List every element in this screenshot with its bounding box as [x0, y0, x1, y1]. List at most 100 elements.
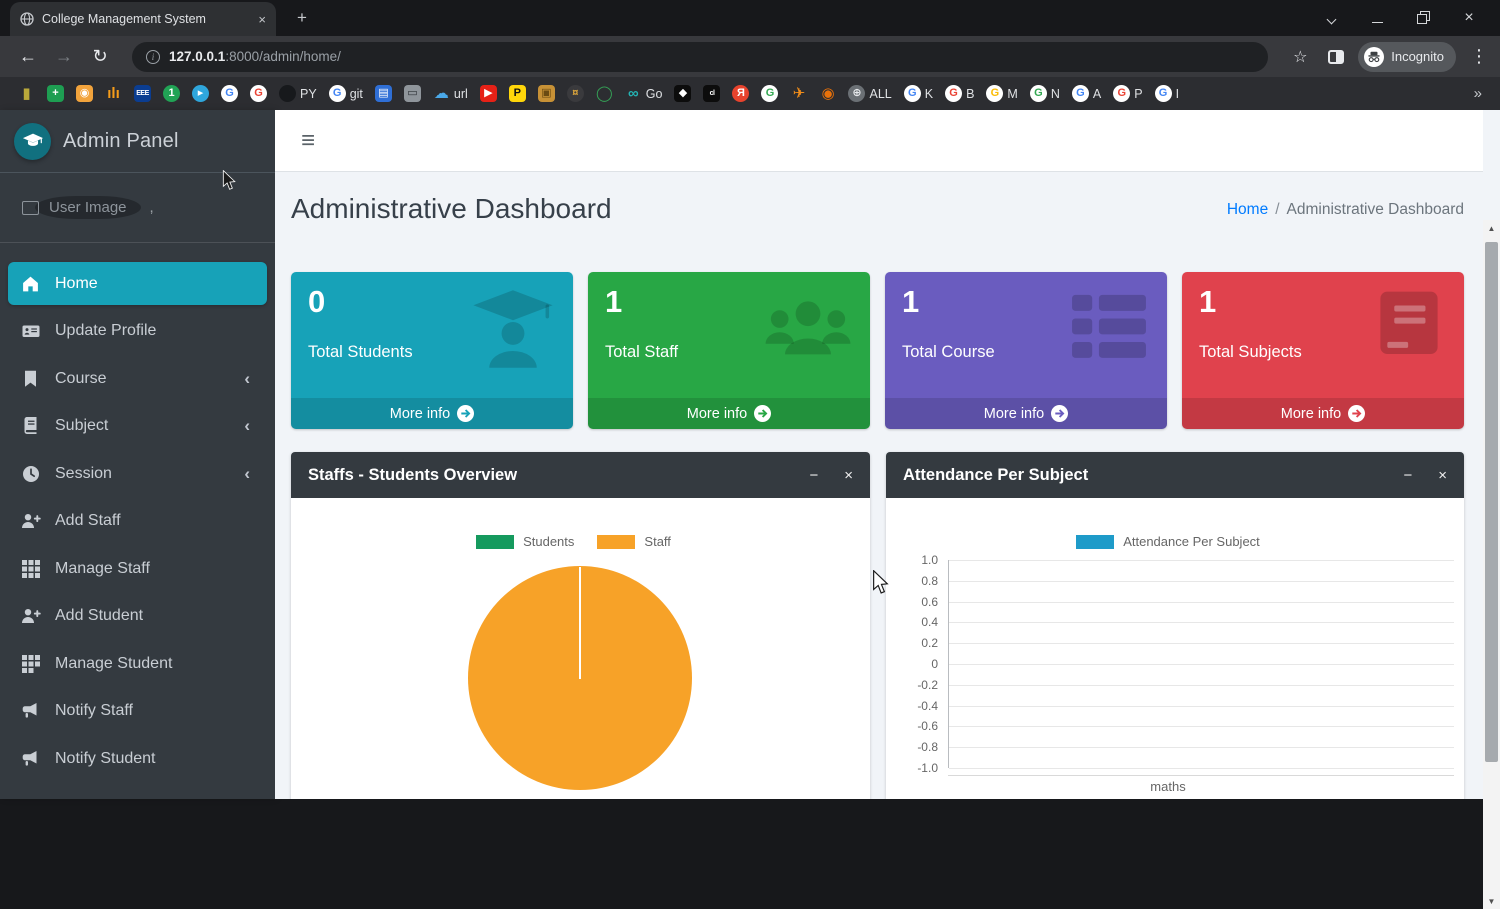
- reload-button[interactable]: ↻: [92, 46, 108, 66]
- bookmark-label: B: [966, 86, 975, 101]
- legend-label: Students: [523, 534, 575, 549]
- bookmark-item[interactable]: ▮: [18, 85, 35, 102]
- bookmark-item[interactable]: G: [761, 85, 779, 102]
- y-axis-tick: 0: [931, 657, 938, 671]
- sidebar-item-add-student[interactable]: Add Student: [8, 595, 267, 638]
- address-bar[interactable]: i 127.0.0.1:8000/admin/home/: [132, 41, 1269, 72]
- sidebar-item-add-staff[interactable]: Add Staff: [8, 500, 267, 543]
- bookmark-item[interactable]: PY: [279, 85, 317, 102]
- table-list-icon: [1067, 288, 1151, 369]
- window-minimize-button[interactable]: [1354, 11, 1400, 26]
- bookmark-item[interactable]: ▶: [479, 85, 497, 102]
- bookmark-label: ALL: [869, 86, 892, 101]
- brand[interactable]: Admin Panel: [0, 110, 275, 173]
- clock-icon: [19, 465, 42, 483]
- more-info-link[interactable]: More info: [291, 398, 573, 429]
- sidebar-item-notify-staff[interactable]: Notify Staff: [8, 690, 267, 733]
- new-tab-button[interactable]: +: [297, 8, 307, 27]
- breadcrumb-home-link[interactable]: Home: [1226, 201, 1269, 218]
- bookmark-item[interactable]: ▣: [537, 85, 555, 102]
- back-button[interactable]: ←: [19, 46, 37, 66]
- bookmark-favicon: ◉: [821, 85, 835, 102]
- more-info-link[interactable]: More info: [588, 398, 870, 429]
- more-info-link[interactable]: More info: [885, 398, 1167, 429]
- panel-close-icon[interactable]: ×: [844, 466, 853, 484]
- chevron-left-icon: ‹: [244, 368, 250, 388]
- menu-dots-icon[interactable]: ⋮: [1470, 46, 1488, 66]
- bookmark-item[interactable]: 1: [163, 85, 180, 102]
- legend-swatch: [1076, 534, 1115, 549]
- bookmark-item[interactable]: cl: [703, 85, 721, 102]
- scrollbar-thumb[interactable]: [1485, 242, 1498, 762]
- sidebar-item-home[interactable]: Home: [8, 262, 267, 305]
- bookmark-item[interactable]: ☁ url: [433, 85, 468, 102]
- hamburger-menu-icon[interactable]: ≡: [301, 126, 316, 154]
- bookmark-label: A: [1092, 86, 1102, 101]
- bookmark-star-icon[interactable]: ☆: [1293, 48, 1308, 66]
- bookmark-item[interactable]: +: [47, 85, 64, 102]
- bookmark-item[interactable]: ▸: [192, 85, 209, 102]
- bookmark-item[interactable]: ✈: [790, 85, 807, 102]
- bookmark-favicon: G: [250, 85, 267, 102]
- bookmark-item[interactable]: Я: [732, 85, 750, 102]
- bookmark-item[interactable]: G: [250, 85, 267, 102]
- tab-search-chevron-icon[interactable]: [1308, 11, 1354, 26]
- bookmark-item[interactable]: ¤: [566, 85, 584, 102]
- panel-close-icon[interactable]: ×: [1438, 466, 1447, 484]
- panel-collapse-icon[interactable]: −: [809, 466, 819, 484]
- bookmark-item[interactable]: ⊕ ALL: [848, 85, 892, 102]
- window-close-button[interactable]: ×: [1464, 9, 1474, 26]
- bookmark-favicon: 1: [163, 85, 180, 102]
- bookmark-item[interactable]: ◆: [674, 85, 692, 102]
- vertical-scrollbar[interactable]: ▲ ▼: [1483, 220, 1500, 909]
- bookmark-item[interactable]: ∞ Go: [625, 85, 663, 102]
- sidebar-item-course[interactable]: Course ‹: [8, 357, 267, 400]
- more-info-link[interactable]: More info: [1182, 398, 1464, 429]
- sidebar-item-notify-student[interactable]: Notify Student: [8, 737, 267, 780]
- chevron-left-icon: ‹: [244, 463, 250, 483]
- browser-tab[interactable]: College Management System ×: [10, 2, 276, 36]
- bookmark-item[interactable]: ılı: [105, 85, 122, 102]
- side-panel-icon[interactable]: [1328, 49, 1345, 64]
- sidebar-item-manage-staff[interactable]: Manage Staff: [8, 547, 267, 590]
- bookmark-item[interactable]: ▤: [374, 85, 392, 102]
- site-info-icon[interactable]: i: [146, 49, 160, 64]
- bookmark-item[interactable]: EEE: [134, 85, 151, 102]
- bookmark-item[interactable]: ◉: [819, 85, 836, 102]
- sidebar-item-manage-student[interactable]: Manage Student: [8, 642, 267, 685]
- bookmarks-overflow-icon[interactable]: »: [1473, 85, 1482, 102]
- forward-button[interactable]: →: [55, 46, 73, 66]
- panel-header: Staffs - Students Overview − ×: [291, 452, 870, 498]
- bookmark-item[interactable]: G: [221, 85, 238, 102]
- sidebar-item-update-profile[interactable]: Update Profile: [8, 310, 267, 353]
- window-restore-button[interactable]: [1400, 10, 1446, 26]
- sidebar-item-session[interactable]: Session ‹: [8, 452, 267, 495]
- bookmark-item[interactable]: ▭: [403, 85, 421, 102]
- gridline: [949, 684, 1454, 686]
- user-plus-icon: [19, 607, 42, 625]
- bookmark-favicon: G: [1113, 85, 1131, 102]
- y-axis-tick: -0.6: [917, 719, 938, 734]
- bookmark-item[interactable]: P: [508, 85, 526, 102]
- scroll-up-icon[interactable]: ▲: [1487, 223, 1496, 233]
- gridline: [949, 747, 1454, 749]
- y-axis-tick: 0.6: [921, 594, 938, 609]
- panel-collapse-icon[interactable]: −: [1403, 466, 1413, 484]
- card-total-students: 0 Total Students More info: [291, 272, 573, 429]
- bookmark-favicon: ✈: [792, 85, 806, 102]
- arrow-circle-icon: [1348, 405, 1366, 422]
- bookmark-favicon: G: [1029, 85, 1047, 102]
- scroll-down-icon[interactable]: ▼: [1487, 896, 1496, 906]
- bookmark-item[interactable]: ◉: [76, 85, 93, 102]
- sidebar-item-subject[interactable]: Subject ‹: [8, 405, 267, 448]
- bookmark-item[interactable]: ◯: [596, 85, 613, 102]
- tab-close-icon[interactable]: ×: [258, 11, 266, 27]
